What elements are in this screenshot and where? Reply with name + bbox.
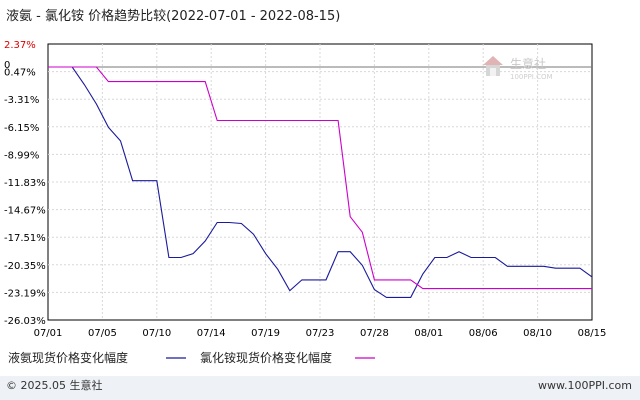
legend: 液氨现货价格变化幅度 氯化铵现货价格变化幅度 — [8, 350, 375, 365]
y-tick-label: -3.31% — [4, 95, 39, 106]
y-tick-label: 0.47% — [4, 68, 36, 79]
x-tick-label: 08/01 — [414, 328, 443, 339]
x-tick-label: 08/06 — [469, 328, 498, 339]
y-tick-label: -26.03% — [4, 316, 46, 327]
chart-title: 液氨 - 氯化铵 价格趋势比较(2022-07-01 - 2022-08-15) — [6, 8, 340, 24]
footer-website: www.100PPI.com — [538, 379, 632, 392]
x-tick-label: 07/19 — [251, 328, 280, 339]
watermark-logo-icon — [483, 56, 503, 76]
x-tick-label: 07/14 — [197, 328, 226, 339]
y-tick-label: -11.83% — [4, 178, 46, 189]
y-tick-label: -17.51% — [4, 233, 46, 244]
grid-lines — [48, 44, 592, 320]
series-line-1 — [48, 66, 593, 298]
x-tick-label: 08/10 — [523, 328, 552, 339]
y-tick-label: 2.37% — [4, 40, 36, 51]
x-axis-ticks: 07/01 07/05 07/10 07/14 07/19 07/23 07/28 08/01… — [34, 328, 607, 339]
x-tick-label: 08/15 — [578, 328, 607, 339]
series-lines — [48, 66, 593, 298]
legend-label-series-2: 氯化铵现货价格变化幅度 — [200, 350, 332, 365]
watermark: 生意社 100PPI.COM — [483, 56, 553, 81]
x-tick-label: 07/23 — [306, 328, 335, 339]
y-tick-label: -14.67% — [4, 206, 46, 217]
x-tick-label: 07/10 — [142, 328, 171, 339]
footer-bar — [0, 376, 640, 400]
x-tick-label: 07/01 — [34, 328, 63, 339]
y-tick-label: -20.35% — [4, 261, 46, 272]
watermark-url: 100PPI.COM — [510, 73, 553, 81]
footer-copyright: © 2025.05 生意社 — [6, 378, 102, 392]
y-zero-label: 0 — [4, 60, 10, 71]
x-tick-label: 07/28 — [360, 328, 389, 339]
watermark-name: 生意社 — [510, 56, 546, 71]
y-axis-ticks: 2.37% 0.47% -3.31% -6.15% -8.99% -11.83% -14.6… — [4, 40, 46, 327]
series-line-2 — [48, 66, 592, 290]
y-tick-label: -6.15% — [4, 123, 39, 134]
y-tick-label: -23.19% — [4, 288, 46, 299]
y-tick-label: -8.99% — [4, 150, 39, 161]
x-tick-label: 07/05 — [88, 328, 117, 339]
legend-label-series-1: 液氨现货价格变化幅度 — [8, 350, 128, 365]
